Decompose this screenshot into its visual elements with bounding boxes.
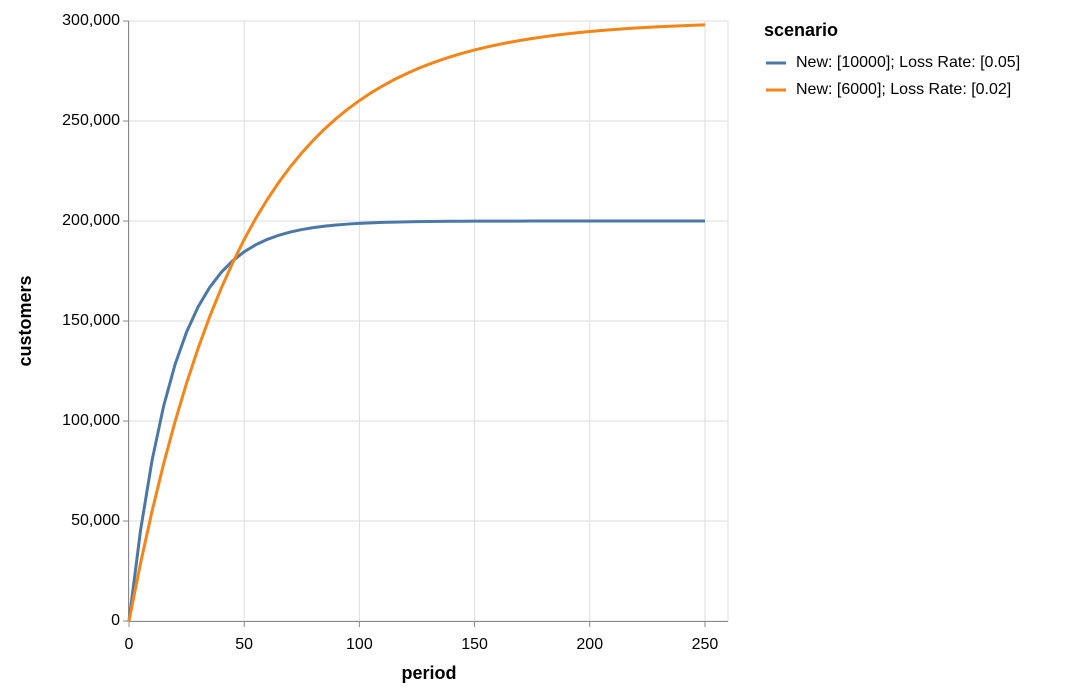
y-tick-label: 200,000: [62, 212, 120, 229]
y-tick-label: 150,000: [62, 312, 120, 329]
y-axis-title: customers: [15, 275, 35, 366]
line-series: [127, 23, 706, 622]
x-tick-label: 100: [346, 636, 373, 653]
legend-label: New: [10000]; Loss Rate: [0.05]: [796, 54, 1020, 71]
y-tick-label: 0: [111, 612, 120, 629]
legend-label: New: [6000]; Loss Rate: [0.02]: [796, 81, 1011, 98]
line-series: [127, 219, 705, 622]
y-tick-label: 300,000: [62, 12, 120, 29]
y-tick-label: 250,000: [62, 112, 120, 129]
x-axis-title: period: [401, 663, 456, 683]
x-tick-label: 0: [125, 636, 134, 653]
legend-title: scenario: [764, 20, 838, 40]
y-tick-label: 50,000: [71, 512, 120, 529]
y-tick-label: 100,000: [62, 412, 120, 429]
x-tick-label: 250: [692, 636, 719, 653]
x-tick-label: 50: [235, 636, 253, 653]
x-tick-label: 200: [576, 636, 603, 653]
x-tick-label: 150: [461, 636, 488, 653]
